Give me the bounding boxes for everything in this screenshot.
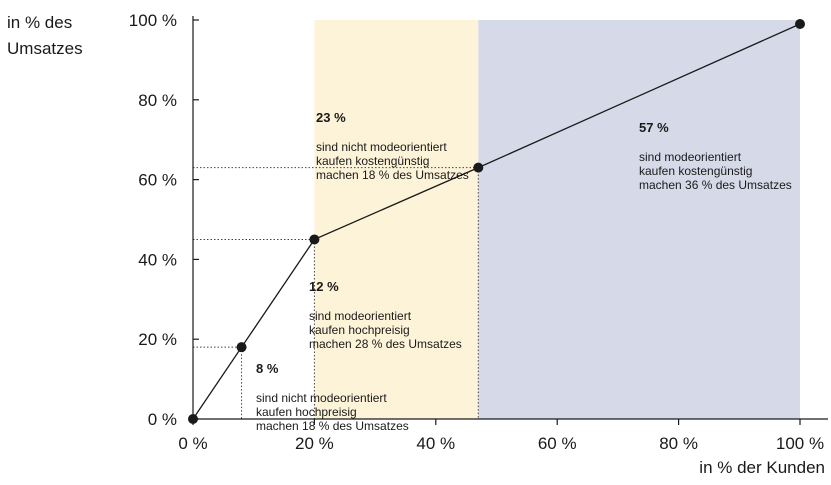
annotation-text: sind nicht modeorientiert kaufen kosteng… [316,140,469,182]
annotation-8: 8 % sind nicht modeorientiert kaufen hoc… [256,347,409,433]
ticks: 0 % 20 % 40 % 60 % 80 % 100 % 0 % 20 % 40 % 60 % 8… [129,11,824,453]
y-tick-label: 100 % [129,11,177,30]
annotation-12: 12 % sind modeorientiert kaufen hochprei… [309,265,462,351]
x-tick-label: 0 % [178,434,207,453]
x-tick-label: 60 % [538,434,577,453]
y-tick-label: 0 % [148,410,177,429]
annotation-text: sind nicht modeorientiert kaufen hochpre… [256,391,409,433]
shaded-region-1 [478,20,800,419]
x-tick-label: 40 % [416,434,455,453]
annotation-text: sind modeorientiert kaufen hochpreisig m… [309,309,462,351]
annotation-23: 23 % sind nicht modeorientiert kaufen ko… [316,96,469,182]
guide-lines [193,167,479,419]
annotation-text: sind modeorientiert kaufen kostengünstig… [639,150,792,192]
x-axis-label: in % der Kunden [699,458,825,477]
annotation-title: 12 % [309,279,339,294]
data-point [188,414,198,424]
x-tick-label: 20 % [295,434,334,453]
y-axis-label: in % des Umsatzes [7,13,83,58]
x-tick-label: 100 % [776,434,824,453]
data-point [236,342,247,353]
data-point [795,18,805,29]
annotation-57: 57 % sind modeorientiert kaufen kostengü… [639,106,792,192]
y-tick-label: 40 % [138,250,177,269]
annotation-title: 8 % [256,361,279,376]
y-tick-label: 20 % [138,330,177,349]
series [188,18,805,424]
y-tick-label: 60 % [138,171,177,190]
y-tick-label: 80 % [138,91,177,110]
shaded-regions [314,20,800,419]
axes [192,16,828,420]
annotation-title: 57 % [639,120,669,135]
shaded-region-0 [314,20,479,419]
x-tick-label: 80 % [659,434,698,453]
data-point [473,162,484,173]
data-point [309,234,320,245]
annotation-title: 23 % [316,110,346,125]
